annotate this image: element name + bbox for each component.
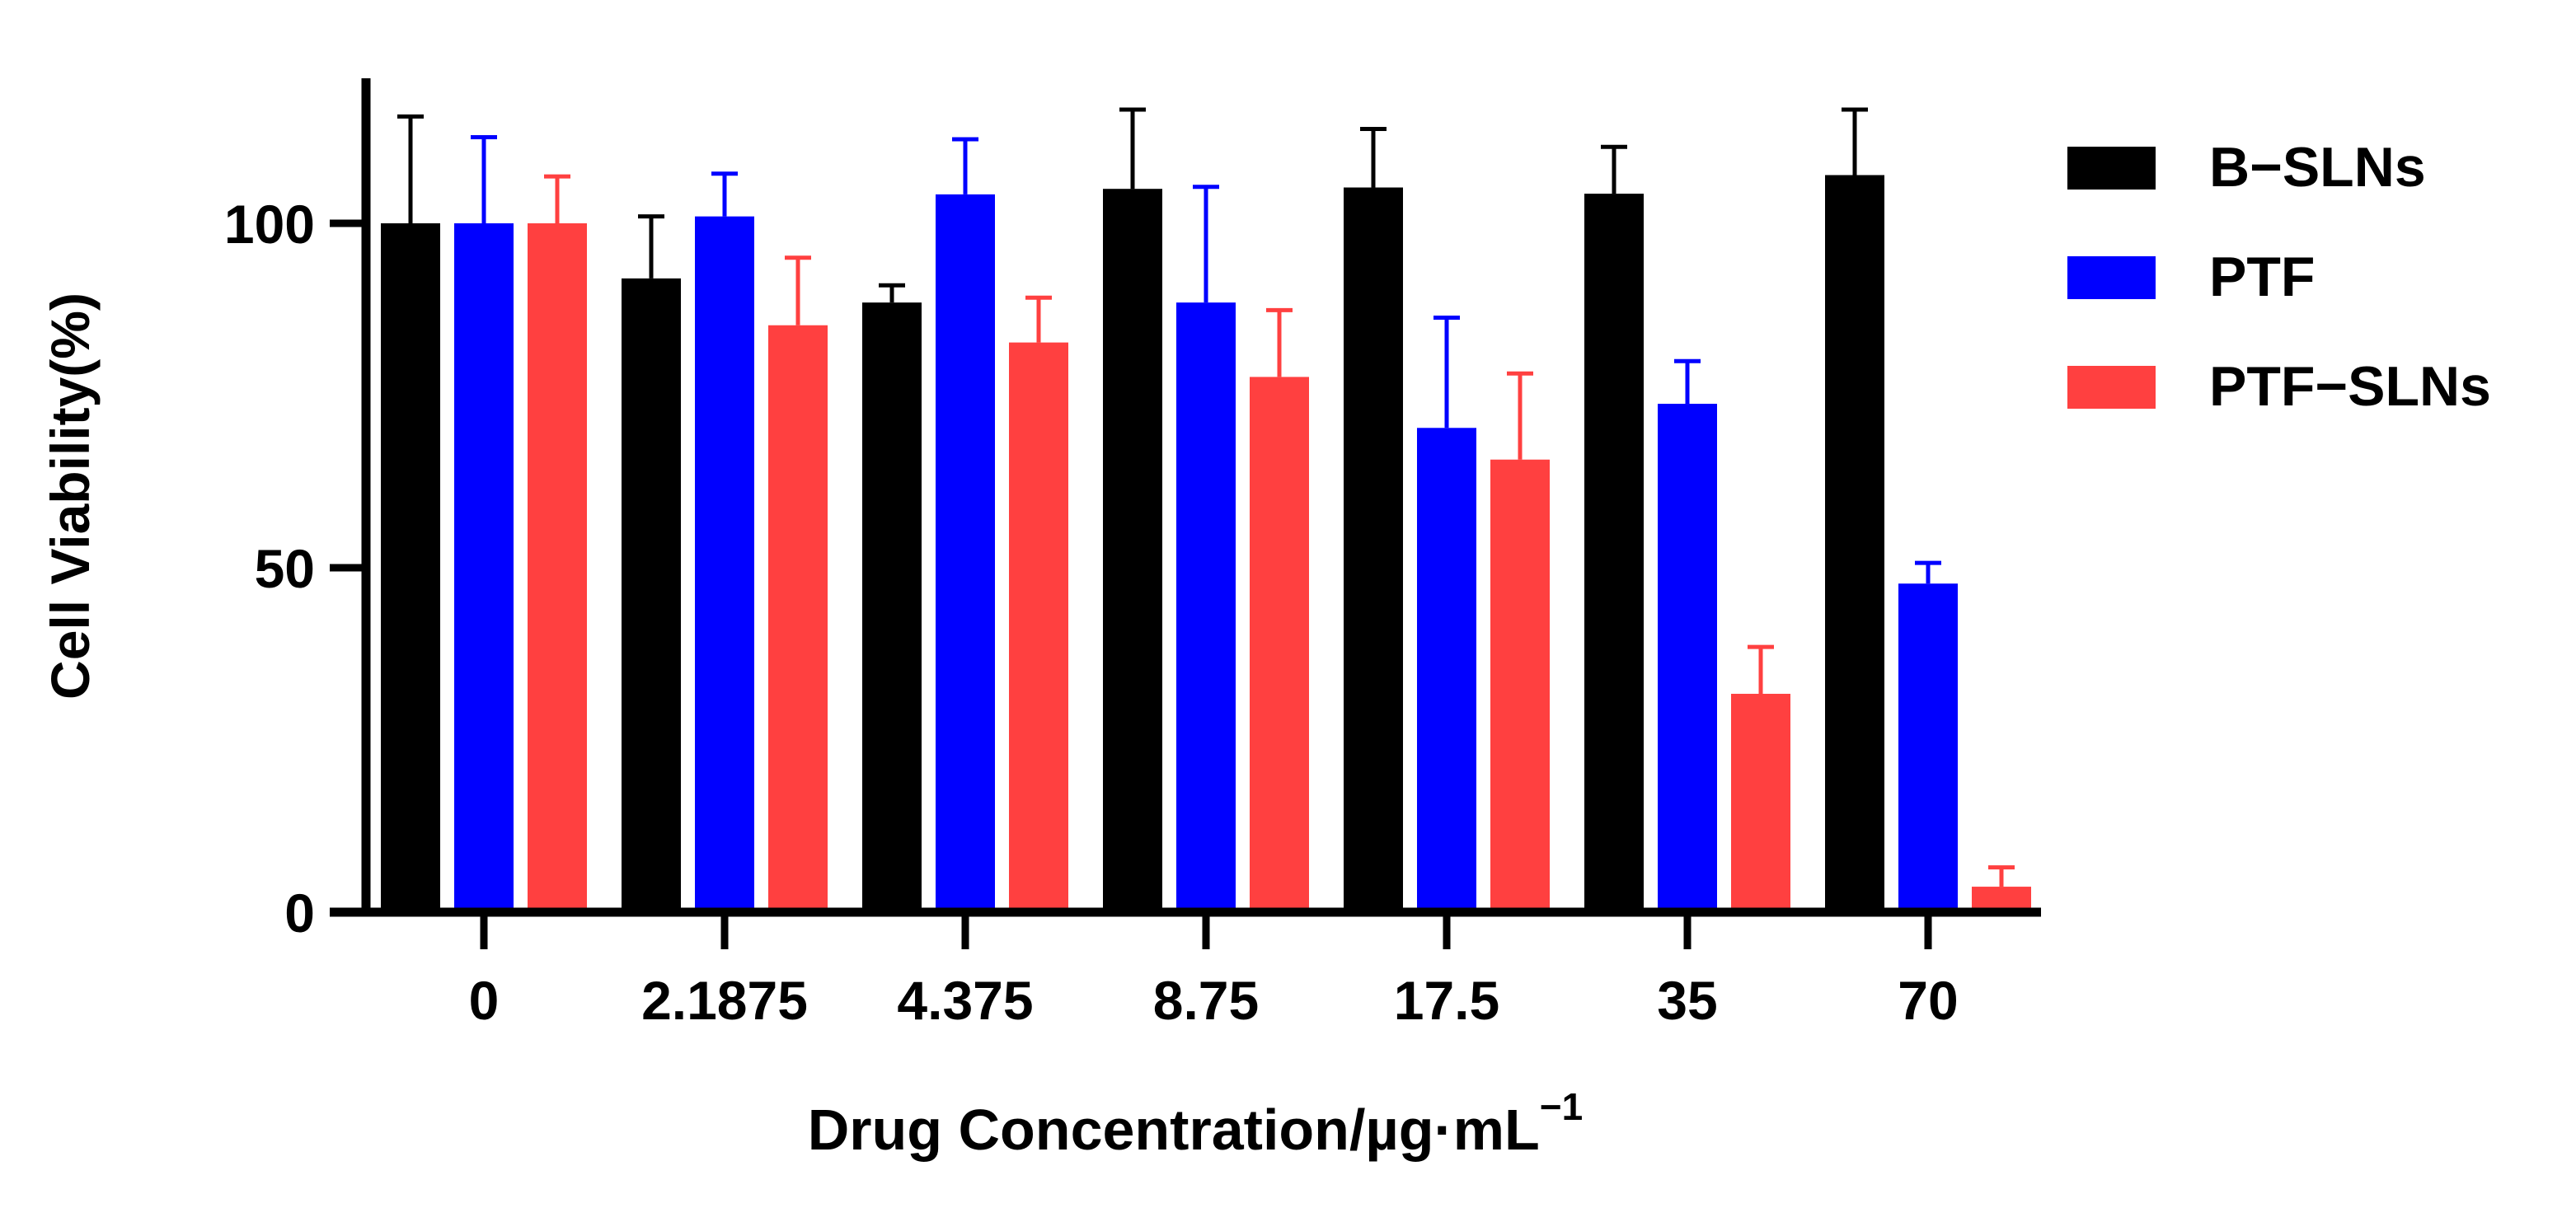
x-tick-label-0: 0 [469,970,500,1031]
legend: B−SLNs PTF PTF−SLNs [2067,136,2491,418]
bar-0-PTF [454,223,514,912]
bar-35-PTF [1658,404,1717,913]
bar-2.1875-B−SLNs [622,278,681,912]
bar-2.1875-PTF [695,216,754,912]
bar-17.5-PTF−SLNs [1490,459,1550,912]
bars-layer [381,175,2031,913]
bar-8.75-PTF [1176,302,1236,912]
legend-swatch-B−SLNs [2067,147,2156,190]
x-tick-label-8.75: 8.75 [1153,970,1259,1031]
bar-70-B−SLNs [1825,175,1884,913]
bar-2.1875-PTF−SLNs [768,325,828,912]
y-tick-label-100: 100 [224,194,315,255]
x-tick-label-2.1875: 2.1875 [641,970,808,1031]
legend-swatch-PTF−SLNs [2067,366,2156,409]
bar-8.75-PTF−SLNs [1250,377,1309,913]
y-tick-label-0: 0 [284,883,315,943]
bar-70-PTF [1898,583,1958,912]
bar-35-B−SLNs [1584,194,1644,912]
legend-label-PTF−SLNs: PTF−SLNs [2209,355,2491,418]
x-axis-label-main: Drug Concentration/µg·mL [808,1098,1540,1162]
x-tick-label-4.375: 4.375 [897,970,1033,1031]
bar-4.375-B−SLNs [862,302,922,912]
x-tick-label-35: 35 [1657,970,1717,1031]
error-bars-layer [397,107,2015,887]
x-tick-label-70: 70 [1898,970,1958,1031]
y-axis-label: Cell Viability(%) [40,293,101,700]
bar-8.75-B−SLNs [1103,189,1162,912]
bar-17.5-B−SLNs [1344,187,1403,912]
x-axis-label: Drug Concentration/µg·mL−1 [808,1085,1584,1162]
y-ticks: 0 50 100 [224,194,366,943]
legend-label-PTF: PTF [2209,246,2315,308]
bar-35-PTF−SLNs [1731,693,1790,912]
bar-4.375-PTF [936,194,995,912]
legend-label-B−SLNs: B−SLNs [2209,136,2426,199]
legend-swatch-PTF [2067,256,2156,299]
x-axis-label-superscript: −1 [1540,1085,1583,1128]
bar-4.375-PTF−SLNs [1009,342,1068,912]
bar-17.5-PTF [1417,428,1476,912]
y-tick-label-50: 50 [255,538,315,599]
bar-0-PTF−SLNs [528,223,587,912]
x-ticks: 0 2.1875 4.375 8.75 17.5 35 70 [469,912,1959,1031]
x-tick-label-17.5: 17.5 [1394,970,1499,1031]
bar-0-B−SLNs [381,223,440,912]
